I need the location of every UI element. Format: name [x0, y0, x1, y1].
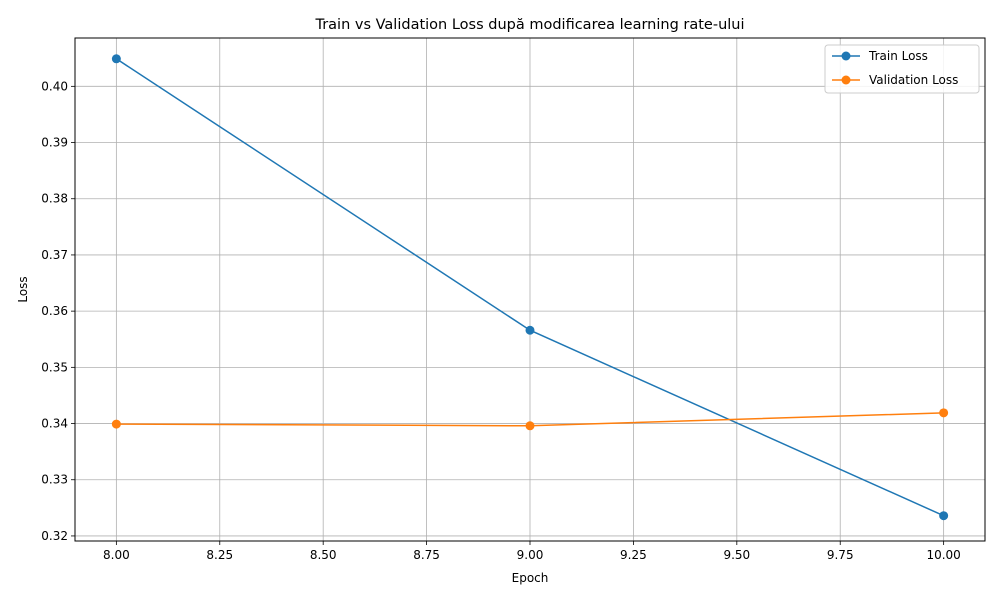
- x-tick-label: 8.50: [310, 548, 337, 562]
- legend-label-validation: Validation Loss: [869, 73, 958, 87]
- legend-label-train: Train Loss: [868, 49, 928, 63]
- x-tick-label: 9.75: [827, 548, 854, 562]
- y-tick-label: 0.39: [41, 136, 68, 150]
- data-point-train: [939, 511, 949, 521]
- data-point-validation: [111, 419, 121, 429]
- legend: Train Loss Validation Loss: [824, 44, 980, 94]
- y-tick-label: 0.32: [41, 529, 68, 543]
- x-axis-label: Epoch: [512, 571, 549, 585]
- y-axis: 0.32 0.33 0.34 0.35 0.36 0.37 0.38 0.39 0.40: [41, 79, 75, 543]
- data-point-train: [111, 54, 121, 64]
- grid: [75, 38, 985, 541]
- chart-title: Train vs Validation Loss după modificare…: [314, 17, 744, 33]
- x-tick-label: 8.25: [206, 548, 233, 562]
- y-tick-label: 0.38: [41, 192, 68, 206]
- y-tick-label: 0.37: [41, 248, 68, 262]
- y-axis-label: Loss: [16, 276, 30, 302]
- data-point-validation: [525, 421, 535, 431]
- x-tick-label: 9.00: [517, 548, 544, 562]
- y-tick-label: 0.35: [41, 360, 68, 374]
- legend-box: [824, 44, 980, 94]
- y-tick-label: 0.33: [41, 473, 68, 487]
- x-tick-label: 8.00: [103, 548, 130, 562]
- legend-marker-train: [841, 51, 851, 61]
- x-axis: 8.00 8.25 8.50 8.75 9.00 9.25 9.50 9.75 10.00: [103, 541, 961, 562]
- data-point-train: [525, 325, 535, 335]
- x-tick-label: 10.00: [926, 548, 960, 562]
- x-tick-label: 8.75: [413, 548, 440, 562]
- data-point-validation: [939, 408, 949, 418]
- x-tick-label: 9.50: [723, 548, 750, 562]
- y-tick-label: 0.34: [41, 417, 68, 431]
- series-group: [111, 54, 949, 521]
- legend-marker-validation: [841, 75, 851, 85]
- y-tick-label: 0.36: [41, 304, 68, 318]
- x-tick-label: 9.25: [620, 548, 647, 562]
- y-tick-label: 0.40: [41, 79, 68, 93]
